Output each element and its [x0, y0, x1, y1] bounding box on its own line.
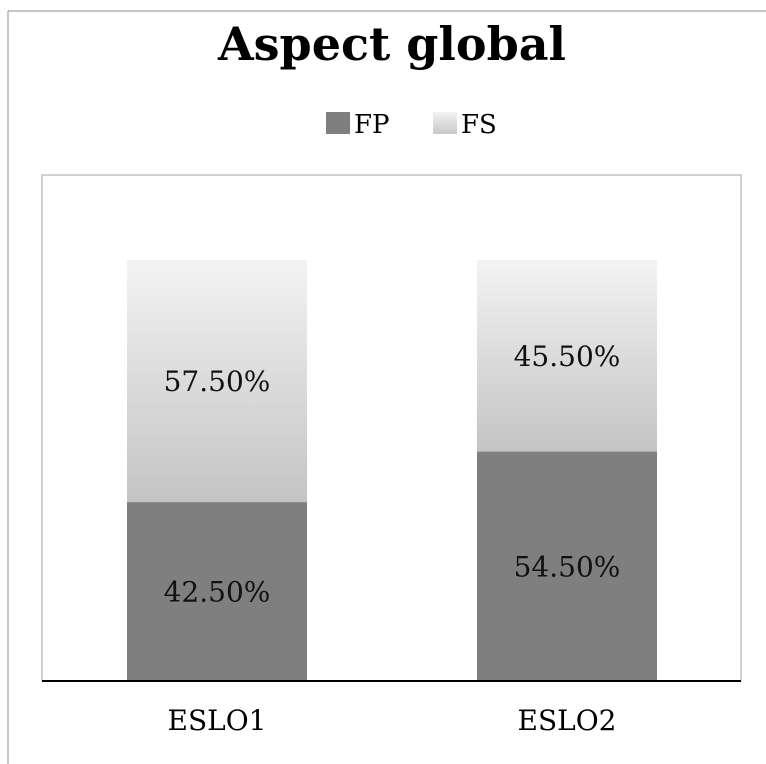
- bar-fp-eslo1: [127, 502, 307, 681]
- data-label-fs-eslo2: 45.50%: [514, 340, 621, 373]
- x-axis-tick-labels: ESLO1 ESLO2: [168, 704, 617, 737]
- legend-label-fs: FS: [461, 110, 497, 140]
- legend-label-fp: FP: [354, 110, 390, 140]
- x-tick-label-eslo2: ESLO2: [518, 704, 617, 737]
- data-label-fp-eslo2: 54.50%: [514, 550, 621, 583]
- bars: 42.50% 57.50% 54.50% 45.50%: [127, 260, 657, 681]
- x-tick-label-eslo1: ESLO1: [168, 704, 267, 737]
- bar-fs-eslo2: [477, 260, 657, 452]
- legend-swatch-fp: [326, 112, 350, 134]
- chart-title: Aspect global: [217, 17, 566, 71]
- legend: FP FS: [326, 110, 497, 140]
- legend-swatch-fs: [433, 112, 457, 134]
- bar-fs-eslo1: [127, 260, 307, 503]
- data-label-fs-eslo1: 57.50%: [164, 365, 271, 398]
- data-label-fp-eslo1: 42.50%: [164, 576, 271, 609]
- bar-fp-eslo2: [477, 451, 657, 681]
